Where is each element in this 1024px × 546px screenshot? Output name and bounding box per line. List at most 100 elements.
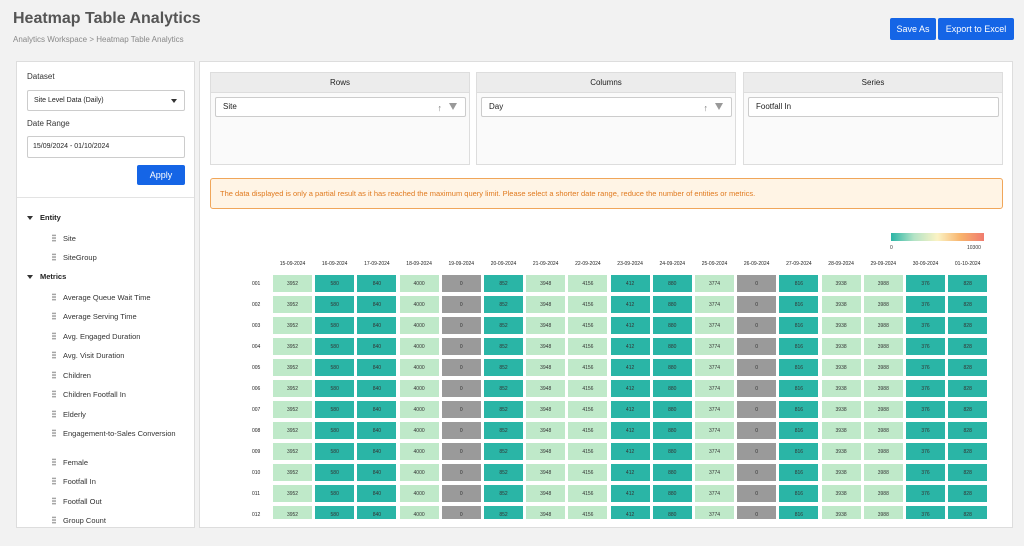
heatmap-cell[interactable]: 816 bbox=[778, 442, 820, 461]
heatmap-cell[interactable]: 4156 bbox=[567, 442, 609, 461]
heatmap-cell[interactable]: 3988 bbox=[862, 358, 904, 377]
heatmap-cell[interactable]: 816 bbox=[778, 400, 820, 419]
sort-icon[interactable]: ↑ bbox=[437, 103, 443, 113]
heatmap-cell[interactable]: 0 bbox=[440, 463, 482, 482]
heatmap-cell[interactable]: 840 bbox=[356, 337, 398, 356]
heatmap-cell[interactable]: 0 bbox=[440, 400, 482, 419]
heatmap-cell[interactable]: 852 bbox=[483, 358, 524, 377]
heatmap-cell[interactable]: 0 bbox=[440, 379, 482, 398]
heatmap-cell[interactable]: 376 bbox=[905, 358, 946, 377]
heatmap-cell[interactable]: 0 bbox=[736, 421, 778, 440]
series-zone[interactable]: Series Footfall In bbox=[743, 72, 1003, 165]
heatmap-cell[interactable]: 4000 bbox=[398, 274, 440, 293]
heatmap-cell[interactable]: 880 bbox=[651, 295, 693, 314]
heatmap-cell[interactable]: 4000 bbox=[398, 337, 440, 356]
breadcrumb[interactable]: Analytics Workspace > Heatmap Table Anal… bbox=[13, 35, 184, 44]
heatmap-cell[interactable]: 412 bbox=[609, 295, 651, 314]
heatmap-cell[interactable]: 4000 bbox=[398, 484, 440, 503]
drag-handle-icon[interactable] bbox=[52, 312, 56, 320]
heatmap-cell[interactable]: 0 bbox=[736, 337, 778, 356]
heatmap-cell[interactable]: 580 bbox=[314, 442, 356, 461]
heatmap-cell[interactable]: 4156 bbox=[567, 337, 609, 356]
heatmap-cell[interactable]: 828 bbox=[947, 358, 989, 377]
heatmap-cell[interactable]: 828 bbox=[947, 295, 989, 314]
heatmap-cell[interactable]: 852 bbox=[483, 421, 524, 440]
heatmap-cell[interactable]: 3988 bbox=[862, 295, 904, 314]
heatmap-cell[interactable]: 816 bbox=[778, 421, 820, 440]
date-range-input[interactable]: 15/09/2024 - 01/10/2024 bbox=[27, 136, 185, 158]
heatmap-cell[interactable]: 816 bbox=[778, 463, 820, 482]
heatmap-cell[interactable]: 4000 bbox=[398, 358, 440, 377]
filter-icon[interactable] bbox=[715, 103, 723, 110]
tree-item[interactable]: Average Serving Time bbox=[52, 311, 182, 322]
heatmap-cell[interactable]: 0 bbox=[736, 442, 778, 461]
drag-handle-icon[interactable] bbox=[52, 516, 56, 524]
heatmap-cell[interactable]: 828 bbox=[947, 442, 989, 461]
heatmap-cell[interactable]: 3952 bbox=[272, 505, 313, 519]
heatmap-cell[interactable]: 4000 bbox=[398, 400, 440, 419]
heatmap-cell[interactable]: 840 bbox=[356, 379, 398, 398]
heatmap-cell[interactable]: 3952 bbox=[272, 421, 313, 440]
heatmap-cell[interactable]: 816 bbox=[778, 379, 820, 398]
heatmap-cell[interactable]: 840 bbox=[356, 316, 398, 335]
heatmap-cell[interactable]: 580 bbox=[314, 400, 356, 419]
heatmap-cell[interactable]: 0 bbox=[736, 463, 778, 482]
heatmap-cell[interactable]: 852 bbox=[483, 484, 524, 503]
columns-field-chip[interactable]: Day ↑ bbox=[481, 97, 732, 117]
heatmap-cell[interactable]: 412 bbox=[609, 442, 651, 461]
heatmap-cell[interactable]: 880 bbox=[651, 463, 693, 482]
drag-handle-icon[interactable] bbox=[52, 410, 56, 418]
heatmap-cell[interactable]: 852 bbox=[483, 316, 524, 335]
heatmap-cell[interactable]: 3952 bbox=[272, 316, 313, 335]
heatmap-cell[interactable]: 852 bbox=[483, 337, 524, 356]
heatmap-cell[interactable]: 3938 bbox=[820, 442, 862, 461]
heatmap-cell[interactable]: 3988 bbox=[862, 379, 904, 398]
heatmap-cell[interactable]: 880 bbox=[651, 274, 693, 293]
heatmap-cell[interactable]: 3938 bbox=[820, 379, 862, 398]
export-to-excel-button[interactable]: Export to Excel bbox=[938, 18, 1014, 40]
save-as-button[interactable]: Save As bbox=[890, 18, 936, 40]
heatmap-cell[interactable]: 0 bbox=[440, 316, 482, 335]
heatmap-cell[interactable]: 3952 bbox=[272, 442, 313, 461]
heatmap-cell[interactable]: 3952 bbox=[272, 400, 313, 419]
heatmap-cell[interactable]: 840 bbox=[356, 295, 398, 314]
heatmap-cell[interactable]: 3948 bbox=[525, 358, 567, 377]
heatmap-cell[interactable]: 412 bbox=[609, 274, 651, 293]
heatmap-cell[interactable]: 840 bbox=[356, 400, 398, 419]
dataset-select[interactable]: Site Level Data (Daily) bbox=[27, 90, 185, 111]
heatmap-cell[interactable]: 840 bbox=[356, 358, 398, 377]
heatmap-cell[interactable]: 0 bbox=[440, 442, 482, 461]
heatmap-cell[interactable]: 0 bbox=[736, 316, 778, 335]
heatmap-cell[interactable]: 816 bbox=[778, 274, 820, 293]
heatmap-cell[interactable]: 828 bbox=[947, 421, 989, 440]
heatmap-cell[interactable]: 880 bbox=[651, 316, 693, 335]
drag-handle-icon[interactable] bbox=[52, 429, 56, 437]
heatmap-cell[interactable]: 3774 bbox=[694, 295, 735, 314]
heatmap-cell[interactable]: 4156 bbox=[567, 295, 609, 314]
drag-handle-icon[interactable] bbox=[52, 234, 56, 242]
heatmap-cell[interactable]: 852 bbox=[483, 442, 524, 461]
heatmap-cell[interactable]: 3948 bbox=[525, 316, 567, 335]
heatmap-cell[interactable]: 4000 bbox=[398, 379, 440, 398]
heatmap-cell[interactable]: 376 bbox=[905, 505, 946, 519]
heatmap-cell[interactable]: 0 bbox=[736, 379, 778, 398]
heatmap-cell[interactable]: 412 bbox=[609, 400, 651, 419]
heatmap-cell[interactable]: 3952 bbox=[272, 295, 313, 314]
heatmap-cell[interactable]: 4000 bbox=[398, 295, 440, 314]
heatmap-cell[interactable]: 412 bbox=[609, 463, 651, 482]
heatmap-cell[interactable]: 880 bbox=[651, 484, 693, 503]
heatmap-cell[interactable]: 852 bbox=[483, 274, 524, 293]
heatmap-cell[interactable]: 3774 bbox=[694, 442, 735, 461]
heatmap-cell[interactable]: 4156 bbox=[567, 316, 609, 335]
heatmap-cell[interactable]: 3774 bbox=[694, 400, 735, 419]
heatmap-cell[interactable]: 3938 bbox=[820, 463, 862, 482]
heatmap-cell[interactable]: 412 bbox=[609, 379, 651, 398]
heatmap-cell[interactable]: 816 bbox=[778, 316, 820, 335]
heatmap-cell[interactable]: 3988 bbox=[862, 505, 904, 519]
heatmap-cell[interactable]: 376 bbox=[905, 421, 946, 440]
heatmap-cell[interactable]: 3988 bbox=[862, 400, 904, 419]
heatmap-cell[interactable]: 3952 bbox=[272, 274, 313, 293]
heatmap-cell[interactable]: 3938 bbox=[820, 337, 862, 356]
heatmap-cell[interactable]: 0 bbox=[440, 295, 482, 314]
heatmap-cell[interactable]: 3988 bbox=[862, 337, 904, 356]
